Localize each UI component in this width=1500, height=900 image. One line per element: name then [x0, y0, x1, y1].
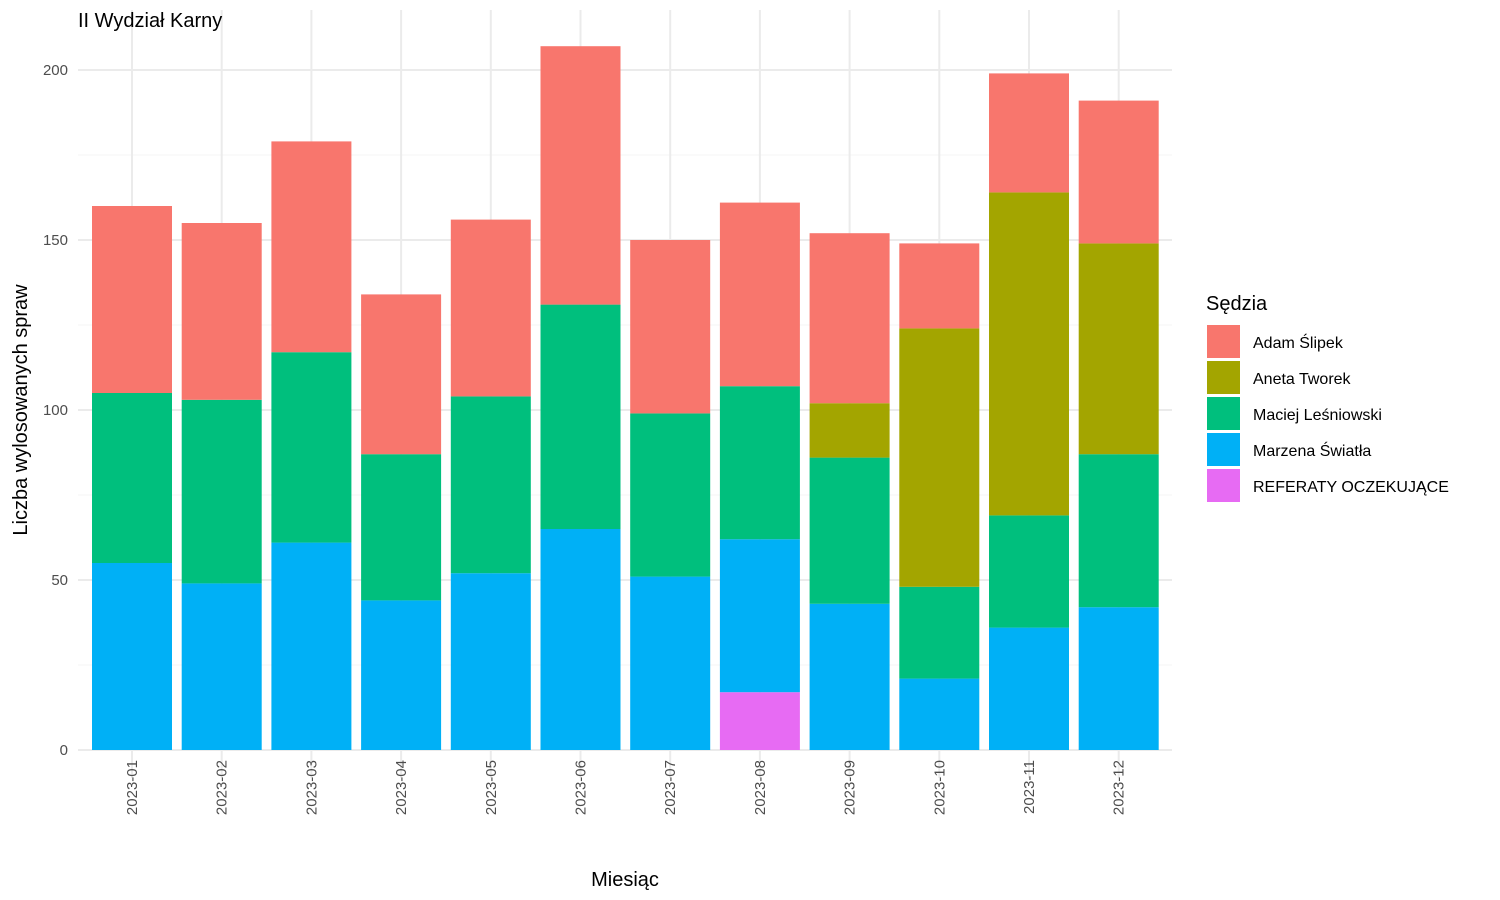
- bar-segment: [630, 576, 711, 750]
- bar-segment: [1078, 454, 1159, 608]
- x-tick-label: 2023-08: [752, 760, 769, 815]
- bar-segment: [271, 141, 352, 353]
- bar-segment: [450, 219, 531, 397]
- legend-swatch: [1207, 469, 1240, 502]
- bar-segment: [181, 399, 262, 584]
- x-tick-label: 2023-10: [931, 760, 948, 815]
- x-tick-label: 2023-09: [842, 760, 859, 815]
- bar-segment: [989, 192, 1069, 516]
- bar-segment: [181, 583, 262, 750]
- bar-segment: [809, 457, 890, 604]
- x-tick-label: 2023-02: [214, 760, 231, 815]
- y-tick-label: 0: [60, 742, 68, 759]
- axes: 0 50 100 150 200 2023-01 2023-02 2023-03 2023-04…: [43, 62, 1128, 815]
- bar-segment: [1078, 243, 1159, 455]
- bar-segment: [181, 223, 262, 400]
- y-tick-label: 150: [43, 232, 68, 249]
- legend-label: Marzena Światła: [1253, 441, 1371, 460]
- x-tick-label: 2023-03: [303, 760, 320, 815]
- bars: [92, 46, 1159, 750]
- legend-title: Sędzia: [1206, 293, 1268, 315]
- bar-segment: [899, 678, 980, 750]
- bar-segment: [989, 73, 1069, 193]
- bar-segment: [361, 454, 442, 601]
- bar-segment: [271, 352, 352, 543]
- bar-segment: [540, 304, 621, 529]
- bar-segment: [899, 243, 980, 329]
- x-tick-label: 2023-07: [662, 760, 679, 815]
- legend: Sędzia Adam Ślipek Aneta Tworek Maciej Leś…: [1206, 293, 1449, 502]
- bar-segment: [1078, 100, 1159, 244]
- bar-segment: [271, 542, 352, 750]
- legend-swatch: [1207, 361, 1240, 394]
- y-tick-label: 100: [43, 402, 68, 419]
- bar-segment: [719, 386, 800, 540]
- legend-label: Aneta Tworek: [1253, 371, 1352, 388]
- bar-segment: [450, 573, 531, 750]
- legend-swatch: [1207, 433, 1240, 466]
- y-tick-label: 200: [43, 62, 68, 79]
- legend-swatch: [1207, 325, 1240, 358]
- bar-segment: [540, 529, 621, 750]
- x-tick-label: 2023-05: [483, 760, 500, 815]
- bar-segment: [361, 600, 442, 750]
- x-axis-title: Miesiąc: [591, 869, 659, 891]
- bar-segment: [1078, 607, 1159, 750]
- x-tick-label: 2023-04: [393, 760, 410, 815]
- x-tick-label: 2023-06: [573, 760, 590, 815]
- bar-segment: [989, 627, 1069, 750]
- chart-title: II Wydział Karny: [78, 10, 222, 32]
- bar-segment: [899, 328, 980, 587]
- bar-segment: [989, 515, 1069, 628]
- x-tick-label: 2023-12: [1111, 760, 1128, 815]
- bar-segment: [719, 202, 800, 387]
- bar-segment: [630, 240, 711, 414]
- x-tick-label: 2023-01: [124, 760, 141, 815]
- bar-segment: [719, 539, 800, 693]
- bar-segment: [92, 563, 172, 750]
- legend-swatch: [1207, 397, 1240, 430]
- bar-segment: [540, 46, 621, 305]
- bar-segment: [361, 294, 442, 455]
- legend-label: Adam Ślipek: [1253, 333, 1344, 352]
- y-axis-title: Liczba wylosowanych spraw: [10, 284, 32, 536]
- bar-segment: [809, 403, 890, 458]
- x-tick-label: 2023-11: [1021, 760, 1038, 814]
- legend-label: REFERATY OCZEKUJĄCE: [1253, 479, 1449, 496]
- bar-segment: [899, 586, 980, 679]
- bar-segment: [450, 396, 531, 574]
- bar-segment: [630, 413, 711, 577]
- y-tick-label: 50: [51, 572, 68, 589]
- bar-segment: [809, 233, 890, 404]
- bar-segment: [809, 603, 890, 750]
- bar-segment: [92, 393, 172, 563]
- legend-label: Maciej Leśniowski: [1253, 407, 1382, 424]
- bar-segment: [92, 206, 172, 393]
- bar-segment: [719, 692, 800, 750]
